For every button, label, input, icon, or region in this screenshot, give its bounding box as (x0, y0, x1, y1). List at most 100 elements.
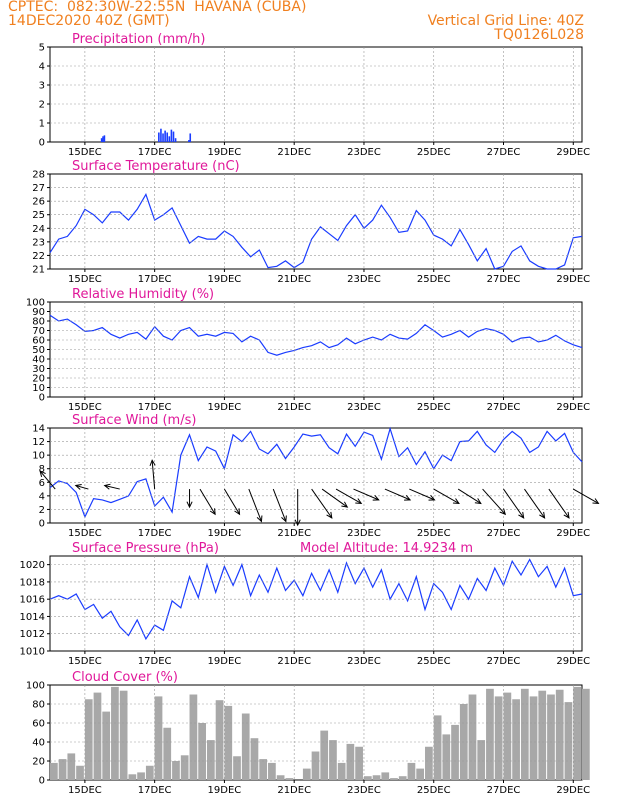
wind-vector-head (452, 498, 460, 505)
x-tick-label: 29DEC (556, 785, 590, 796)
cloud-cover-bar (180, 755, 189, 780)
x-tick-label: 29DEC (556, 274, 590, 285)
cloud-cover-bar (137, 772, 145, 780)
wind-vector-head (281, 515, 287, 523)
cloud-cover-bar (468, 694, 477, 780)
x-tick-label: 27DEC (487, 402, 521, 413)
wind-vector-head (74, 483, 82, 490)
y-tick-label: 80 (32, 317, 45, 328)
wind-vector-head (355, 498, 363, 505)
cloud-cover-bar (320, 730, 329, 780)
x-tick-label: 27DEC (487, 656, 521, 667)
y-tick-label: 24 (32, 224, 45, 235)
wind-vector (199, 488, 216, 515)
x-tick-label: 15DEC (68, 147, 102, 158)
wind-vector-head (474, 498, 482, 505)
precip-bar (158, 132, 160, 142)
series-line (49, 192, 583, 270)
wind-vector-head (39, 470, 46, 478)
x-tick-label: 27DEC (487, 147, 521, 158)
x-tick-label: 15DEC (68, 656, 102, 667)
x-tick-label: 23DEC (347, 528, 381, 539)
wind-vector (548, 488, 570, 519)
wind-vector-head (592, 498, 600, 505)
x-tick-label: 17DEC (138, 656, 172, 667)
wind-vector (75, 484, 89, 490)
wind-vector (321, 488, 348, 508)
header-grid-note: Vertical Grid Line: 40Z (427, 13, 584, 29)
x-tick-label: 23DEC (347, 656, 381, 667)
x-tick-label: 19DEC (208, 274, 242, 285)
y-tick-label: 10 (32, 451, 45, 462)
precip-bar (166, 132, 169, 142)
cloud-cover-bar (250, 738, 259, 780)
cloud-cover-bar (172, 761, 180, 780)
x-tick-label: 21DEC (277, 528, 311, 539)
x-tick-label: 21DEC (277, 147, 311, 158)
cloud-cover-bar (355, 746, 363, 780)
x-tick-label: 29DEC (556, 402, 590, 413)
panel-title: Surface Pressure (hPa) (72, 541, 219, 556)
wind-vector-head (256, 515, 263, 523)
y-tick-label: 20 (32, 757, 45, 768)
y-tick-label: 0 (39, 393, 45, 404)
header-run-id: TQ0126L028 (494, 27, 584, 43)
y-tick-label: 27 (32, 183, 45, 194)
x-tick-label: 29DEC (556, 147, 590, 158)
wind-vector (482, 488, 506, 515)
y-tick-label: 1018 (20, 577, 45, 588)
wind-vector (104, 484, 120, 490)
wind-vector-head (428, 495, 436, 501)
x-tick-label: 27DEC (487, 528, 521, 539)
cloud-cover-bar (67, 753, 76, 780)
y-tick-label: 0 (39, 776, 45, 787)
cloud-cover-bar (486, 688, 494, 780)
x-tick-label: 17DEC (138, 147, 172, 158)
y-tick-label: 28 (32, 170, 45, 181)
cloud-cover-bar (381, 772, 390, 780)
panel-frame (49, 555, 583, 652)
x-tick-label: 17DEC (138, 785, 172, 796)
x-tick-label: 25DEC (417, 147, 451, 158)
cloud-cover-bar (582, 688, 590, 780)
x-tick-label: 21DEC (277, 656, 311, 667)
precip-bar (174, 138, 177, 142)
cloud-cover-bar (337, 762, 346, 780)
cloud-cover-bar (477, 740, 486, 780)
x-tick-label: 17DEC (138, 528, 172, 539)
cloud-cover-bar (76, 765, 84, 780)
precip-bar (188, 140, 190, 142)
cloud-cover-bar (119, 690, 128, 780)
y-tick-label: 90 (32, 307, 45, 318)
cloud-cover-bar (50, 762, 58, 780)
x-tick-label: 15DEC (68, 785, 102, 796)
cloud-cover-bar (163, 727, 172, 780)
cloud-cover-bar (363, 776, 372, 780)
x-tick-label: 21DEC (277, 402, 311, 413)
cloud-cover-bar (84, 699, 93, 780)
precip-bar (172, 131, 175, 142)
cloud-cover-bar (407, 762, 416, 780)
y-tick-label: 14 (32, 424, 45, 435)
y-tick-label: 1012 (20, 629, 45, 640)
x-tick-label: 15DEC (68, 402, 102, 413)
wind-vector-head (499, 508, 507, 516)
x-tick-label: 15DEC (68, 528, 102, 539)
cloud-cover-bar (390, 778, 398, 780)
cloud-cover-bar (224, 705, 233, 780)
cloud-cover-bar (189, 694, 198, 780)
cloud-cover-bar (329, 740, 337, 780)
wind-vector-head (209, 508, 216, 516)
wind-vector-head (539, 511, 546, 519)
y-tick-label: 40 (32, 738, 45, 749)
x-tick-label: 19DEC (208, 147, 242, 158)
y-tick-label: 100 (26, 681, 45, 692)
wind-vector-head (563, 511, 570, 519)
x-tick-label: 25DEC (417, 402, 451, 413)
cloud-cover-bar (111, 686, 119, 780)
y-tick-label: 1 (39, 119, 45, 130)
x-tick-label: 15DEC (68, 274, 102, 285)
wind-vector-head (404, 495, 412, 501)
y-tick-label: 23 (32, 237, 45, 248)
precip-bar (162, 133, 164, 142)
